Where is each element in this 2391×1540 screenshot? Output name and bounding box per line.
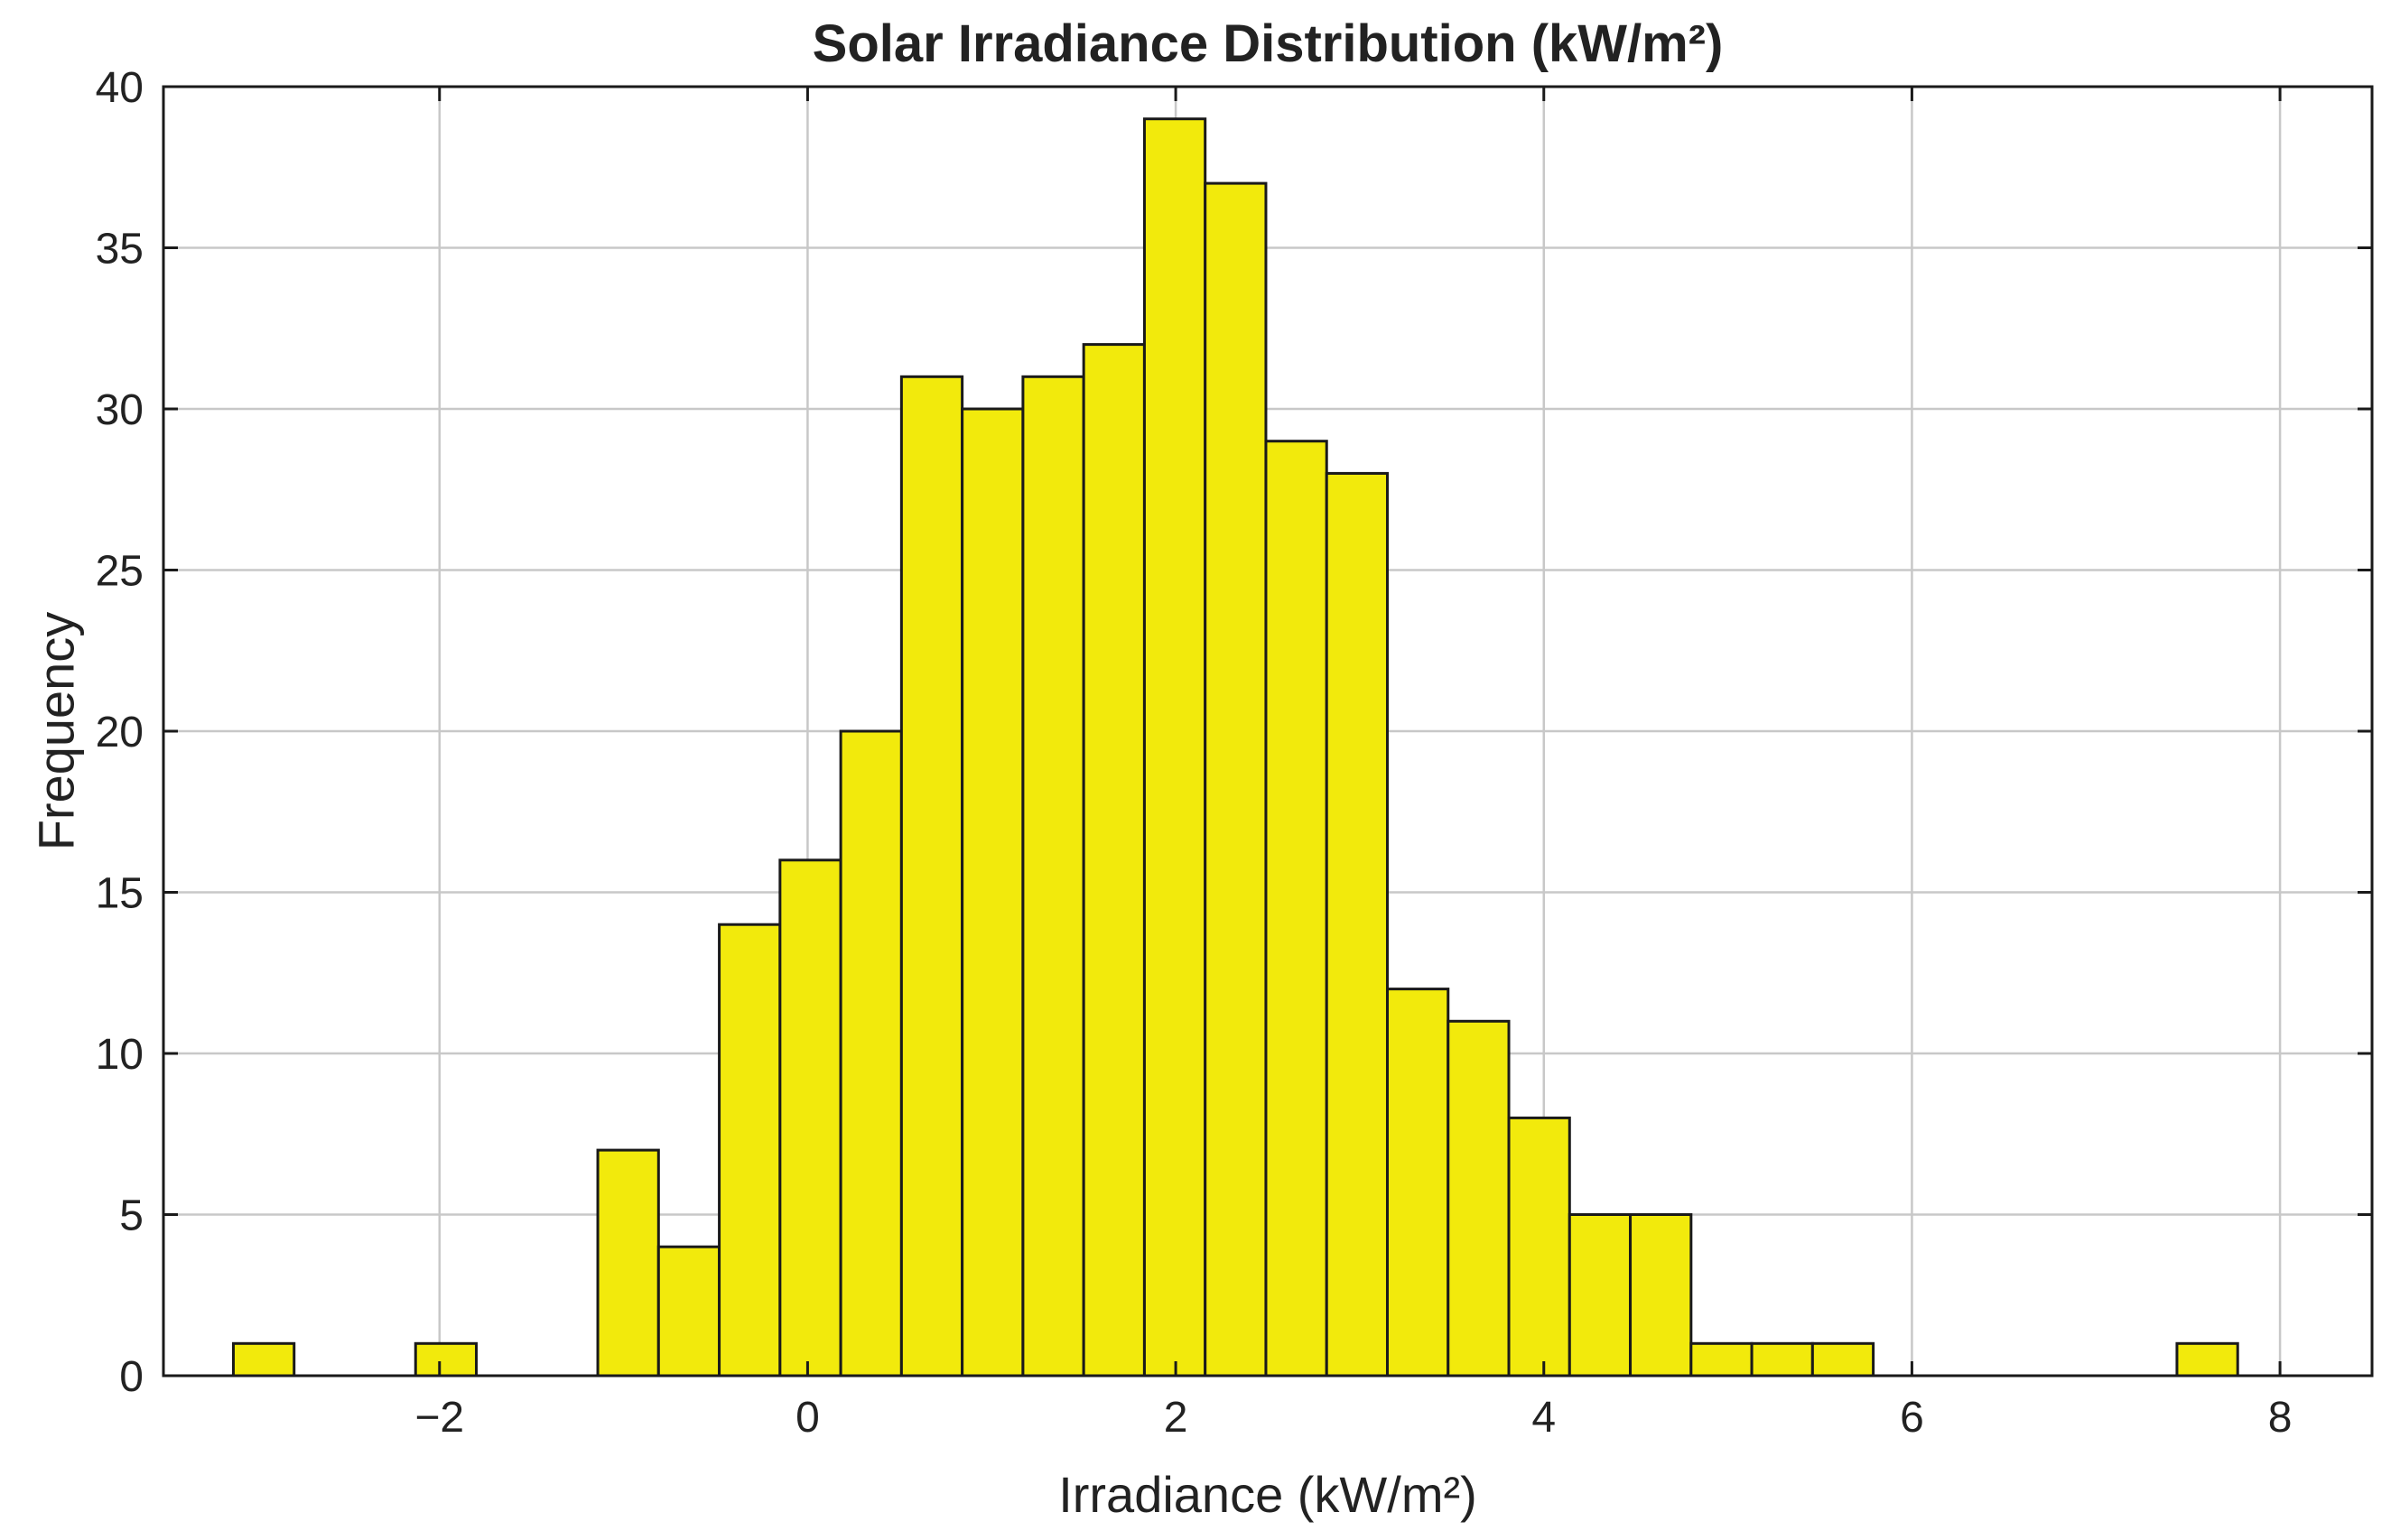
histogram-bar xyxy=(1142,117,1207,1378)
y-tick-label: 20 xyxy=(96,709,144,756)
histogram-bar xyxy=(839,729,903,1378)
histogram-bar xyxy=(414,1341,479,1378)
axis-ticks xyxy=(163,85,2372,1378)
x-tick-label: −2 xyxy=(414,1394,464,1442)
y-tick-label: 30 xyxy=(96,386,144,434)
y-tick-label: 15 xyxy=(96,870,144,918)
histogram-bar xyxy=(1447,1019,1511,1378)
histogram-bar xyxy=(656,1245,721,1378)
y-tick-label: 35 xyxy=(96,226,144,274)
histogram-bar xyxy=(231,1341,296,1378)
chart-title: Solar Irradiance Distribution (kW/m²) xyxy=(813,14,1724,73)
y-tick-label: 5 xyxy=(119,1192,144,1240)
histogram-bar xyxy=(1385,988,1450,1378)
histogram-bar xyxy=(778,858,842,1378)
y-tick-labels: 0 5 10 15 20 25 30 35 40 xyxy=(96,64,144,1401)
histogram-bar xyxy=(961,407,1025,1378)
histogram-bar xyxy=(1204,181,1268,1378)
histogram-bar xyxy=(2175,1341,2239,1378)
x-tick-label: 2 xyxy=(1164,1394,1188,1442)
x-tick-label: 0 xyxy=(795,1394,820,1442)
histogram-bar xyxy=(718,923,782,1378)
x-tick-labels: −2 0 2 4 6 8 xyxy=(414,1394,2292,1442)
histogram-bar xyxy=(1568,1213,1633,1378)
y-axis-label: Frequency xyxy=(28,612,85,851)
x-axis-label: Irradiance (kW/m²) xyxy=(1058,1466,1477,1523)
x-tick-label: 8 xyxy=(2268,1394,2293,1442)
y-tick-label: 10 xyxy=(96,1031,144,1079)
x-tick-label: 4 xyxy=(1531,1394,1556,1442)
histogram-bar xyxy=(1325,471,1389,1378)
histogram-bar xyxy=(1750,1341,1814,1378)
histogram-bar xyxy=(596,1148,660,1378)
x-tick-label: 6 xyxy=(1900,1394,1924,1442)
y-tick-label: 25 xyxy=(96,548,144,596)
y-tick-label: 40 xyxy=(96,64,144,112)
histogram-bar xyxy=(899,375,964,1378)
histogram-bar xyxy=(1082,343,1146,1378)
histogram-bar xyxy=(1264,440,1328,1378)
histogram-bar xyxy=(1021,375,1085,1378)
histogram-bar xyxy=(1507,1116,1571,1378)
histogram-bars xyxy=(231,117,2239,1378)
histogram-bar xyxy=(1810,1341,1875,1378)
histogram-bar xyxy=(1629,1213,1693,1378)
y-tick-label: 0 xyxy=(119,1353,144,1401)
histogram-bar xyxy=(1689,1341,1754,1378)
